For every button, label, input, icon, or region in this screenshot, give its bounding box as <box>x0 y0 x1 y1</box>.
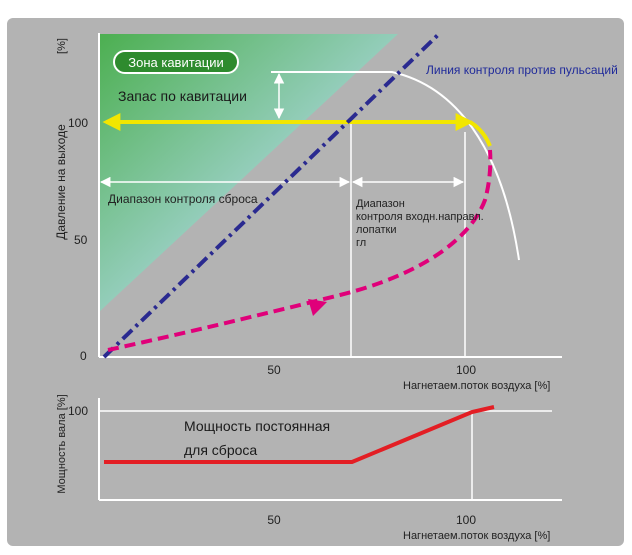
shaft-power-line <box>104 405 495 464</box>
bottom-x-axis-label: Нагнетаем.поток воздуха [%] <box>403 530 550 542</box>
cavitation-zone-badge <box>113 50 239 74</box>
bottom-y-axis-label: Мощность вала [%] <box>56 394 68 493</box>
top-y-tick-100: 100 <box>68 116 88 130</box>
constant-power-label-1: Мощность постоянная <box>184 418 330 434</box>
igv-range-label-4: гл <box>356 237 366 249</box>
constant-power-label-2: для сброса <box>184 442 257 458</box>
shaft-power-chart: Мощность вала [%] 100 50 100 Нагнетаем.п… <box>56 394 562 542</box>
pressure-flow-chart: Давление на выходе [%] 0 50 100 50 100 Н… <box>54 31 618 392</box>
operating-curve <box>107 149 493 352</box>
top-x-tick-50: 50 <box>267 363 281 377</box>
igv-range-label-3: лопатки <box>356 224 397 236</box>
cavitation-zone-label: Зона кавитации <box>128 55 223 70</box>
surge-line-label: Линия контроля против пульсаций <box>426 63 618 77</box>
top-y-axis-label: Давление на выходе <box>54 124 68 240</box>
cavitation-zone-area <box>99 34 398 312</box>
igv-range-label-2: контроля входн.направл. <box>356 211 484 223</box>
top-y-tick-0: 0 <box>80 349 87 363</box>
bottom-x-tick-50: 50 <box>267 513 281 527</box>
top-x-axis-label: Нагнетаем.поток воздуха [%] <box>403 380 550 392</box>
operating-curve-arrow <box>308 299 327 316</box>
igv-range-label-1: Диапазон <box>356 198 405 210</box>
bypass-range-label: Диапазон контроля сброса <box>108 192 258 206</box>
bottom-y-tick-100: 100 <box>68 404 88 418</box>
bottom-x-tick-100: 100 <box>456 513 476 527</box>
cavitation-margin-label: Запас по кавитации <box>118 88 247 104</box>
top-y-axis-unit: [%] <box>56 38 68 54</box>
top-x-tick-100: 100 <box>456 363 476 377</box>
operating-limit-segment <box>468 120 492 147</box>
top-y-tick-50: 50 <box>74 233 88 247</box>
